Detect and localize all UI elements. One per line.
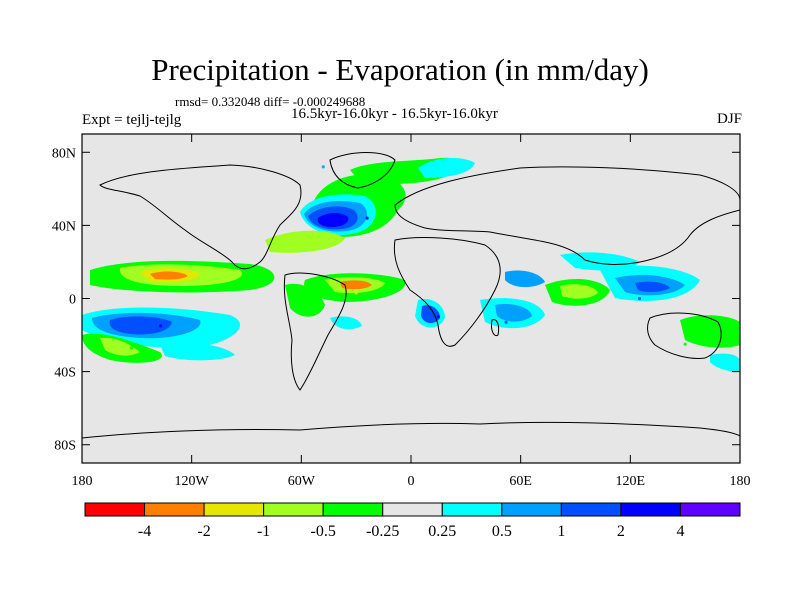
coastline-greenland bbox=[329, 152, 396, 189]
colorbar-label-0: -4 bbox=[138, 523, 151, 540]
season-label: DJF bbox=[716, 111, 742, 127]
anomaly-central-africa-blue bbox=[421, 305, 440, 324]
anomaly-australia-green bbox=[680, 315, 740, 348]
anomaly-marker-11 bbox=[683, 342, 687, 346]
colorbar-label-4: -0.25 bbox=[366, 523, 399, 540]
anomaly-south-pacific-yellow bbox=[100, 337, 140, 356]
coastline-north-america bbox=[99, 164, 302, 270]
anomaly-indian-ocean-yellow bbox=[560, 284, 598, 299]
stats-text: rmsd= 0.332048 diff= -0.000249688 bbox=[175, 94, 366, 109]
anomaly-marker-6 bbox=[299, 311, 303, 315]
anomaly-arctic-cyan bbox=[418, 157, 475, 178]
x-tick-label-6: 180 bbox=[730, 474, 751, 489]
page-title: Precipitation - Evaporation (in mm/day) bbox=[151, 52, 649, 87]
anomaly-marker-10 bbox=[637, 296, 642, 301]
coastline-australia bbox=[647, 312, 722, 359]
y-tick-label-3: 40S bbox=[54, 366, 76, 381]
anomaly-tropical-atlantic-orange bbox=[340, 280, 372, 290]
coastline-africa bbox=[393, 237, 501, 347]
colorbar: -4 -2 -1 -0.5 -0.25 0.25 0.5 1 2 4 bbox=[84, 502, 741, 540]
y-tick-label-0: 80N bbox=[52, 146, 76, 161]
coastline-antarctica bbox=[82, 421, 740, 439]
x-axis: 180 120W 60W 0 60E 120E 180 bbox=[72, 134, 751, 489]
anomaly-marker-9 bbox=[564, 296, 568, 301]
y-axis: 80N 40N 0 40S 80S bbox=[52, 146, 740, 454]
coastline-south-america bbox=[283, 272, 347, 391]
anomaly-maritime-blue bbox=[635, 281, 670, 293]
coastline-madagascar bbox=[491, 319, 500, 337]
x-tick-label-3: 0 bbox=[408, 474, 415, 489]
anomaly-australia-cyan bbox=[710, 353, 740, 372]
anomaly-north-atlantic-core bbox=[317, 213, 349, 227]
x-tick-label-4: 60E bbox=[509, 474, 532, 489]
y-tick-label-4: 80S bbox=[54, 439, 76, 454]
anomaly-madagascar-light bbox=[495, 304, 532, 322]
anomaly-south-pacific-blue bbox=[109, 316, 172, 335]
colorbar-label-8: 2 bbox=[617, 523, 625, 540]
anomaly-marker-2 bbox=[190, 274, 194, 279]
colorbar-swatch-8 bbox=[560, 502, 622, 517]
coastlines bbox=[82, 152, 740, 439]
anomaly-india-cyan bbox=[560, 252, 640, 271]
colorbar-swatch-4 bbox=[322, 502, 384, 517]
colorbar-swatch-1 bbox=[144, 502, 205, 517]
colorbar-label-1: -2 bbox=[197, 523, 210, 540]
anomaly-marker-8 bbox=[504, 320, 508, 324]
x-tick-label-0: 180 bbox=[72, 474, 93, 489]
anomaly-south-pacific-cyan-south bbox=[160, 343, 235, 361]
coastline-eurasia bbox=[394, 166, 740, 265]
colorbar-label-7: 1 bbox=[557, 523, 565, 540]
x-tick-label-1: 120W bbox=[175, 474, 210, 489]
colorbar-swatch-6 bbox=[441, 502, 503, 517]
anomaly-marker-1 bbox=[321, 165, 325, 169]
x-tick-label-2: 60W bbox=[288, 474, 316, 489]
y-tick-label-2: 0 bbox=[69, 293, 76, 308]
anomaly-markers bbox=[129, 165, 687, 350]
colorbar-swatch-0 bbox=[84, 502, 146, 517]
anomaly-layer bbox=[82, 157, 740, 372]
anomaly-marker-3 bbox=[158, 324, 163, 328]
x-tick-label-5: 120E bbox=[616, 474, 646, 489]
anomaly-south-america-cyan bbox=[330, 316, 362, 330]
colorbar-swatch-2 bbox=[203, 502, 265, 517]
y-tick-label-1: 40N bbox=[52, 219, 76, 234]
experiment-label: Expt = tejlj-tejlg bbox=[82, 112, 182, 128]
anomaly-tropical-pacific-red bbox=[150, 271, 188, 280]
anomaly-marker-0 bbox=[365, 216, 369, 220]
colorbar-swatch-9 bbox=[620, 502, 681, 517]
colorbar-label-5: 0.25 bbox=[428, 523, 456, 540]
anomaly-amazon-green bbox=[285, 283, 325, 317]
colorbar-swatch-3 bbox=[263, 502, 324, 517]
colorbar-swatch-10 bbox=[679, 502, 741, 517]
anomaly-marker-7 bbox=[436, 315, 441, 319]
anomaly-marker-5 bbox=[354, 291, 358, 295]
period-text: 16.5kyr-16.0kyr - 16.5kyr-16.0kyr bbox=[291, 106, 498, 122]
anomaly-arabia-cyan bbox=[505, 270, 545, 288]
anomaly-atlantic-green-belt bbox=[265, 230, 345, 253]
colorbar-label-9: 4 bbox=[676, 523, 684, 540]
colorbar-label-6: 0.5 bbox=[492, 523, 512, 540]
anomaly-marker-4 bbox=[129, 346, 133, 350]
colorbar-label-3: -0.5 bbox=[311, 523, 336, 540]
colorbar-swatch-5 bbox=[382, 502, 443, 517]
colorbar-swatch-7 bbox=[501, 502, 562, 517]
colorbar-label-2: -1 bbox=[257, 523, 270, 540]
